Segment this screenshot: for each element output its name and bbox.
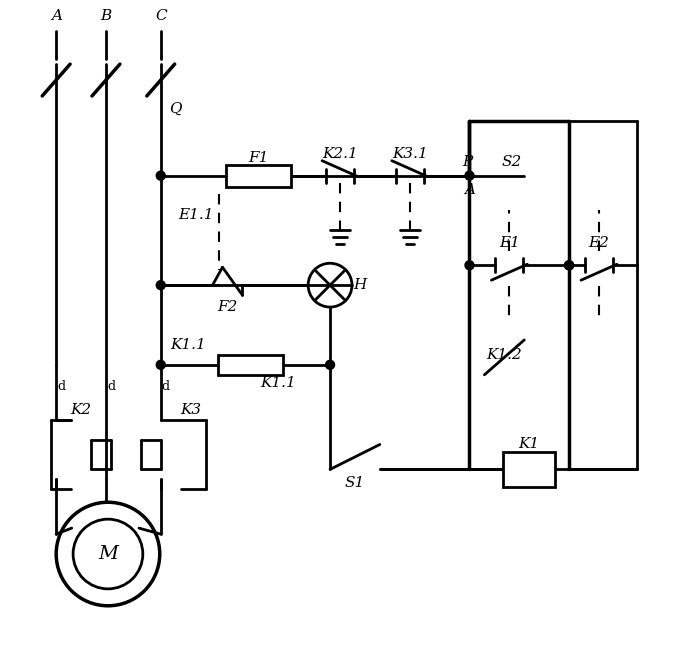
Text: H: H [353, 278, 367, 292]
Text: d: d [107, 380, 115, 393]
Text: M: M [98, 545, 118, 563]
Text: S1: S1 [345, 476, 365, 490]
Text: A: A [464, 182, 475, 197]
Circle shape [465, 171, 474, 180]
Text: K2: K2 [71, 402, 91, 417]
Bar [218, 355, 283, 374]
Text: K1.2: K1.2 [486, 348, 522, 362]
Circle shape [156, 280, 166, 289]
Text: E2: E2 [589, 236, 609, 251]
Text: K1.1: K1.1 [260, 376, 296, 390]
Text: F1: F1 [248, 151, 269, 165]
Bar [226, 165, 291, 187]
Text: B: B [100, 9, 111, 23]
Text: d: d [57, 380, 65, 393]
Bar [504, 452, 555, 487]
Circle shape [156, 171, 166, 180]
Text: F2: F2 [217, 300, 238, 314]
Circle shape [465, 261, 474, 270]
Text: K3.1: K3.1 [392, 147, 427, 161]
Text: S2: S2 [502, 154, 521, 169]
Circle shape [565, 261, 574, 270]
Text: K1.1: K1.1 [170, 338, 207, 352]
Text: P: P [462, 154, 473, 169]
Text: C: C [155, 9, 166, 23]
Text: K1: K1 [519, 437, 540, 452]
Text: K3: K3 [180, 402, 201, 417]
Text: E1.1: E1.1 [178, 208, 214, 223]
Text: E1: E1 [499, 236, 520, 251]
Circle shape [565, 261, 574, 270]
Text: A: A [51, 9, 62, 23]
Text: Q: Q [170, 102, 182, 116]
Text: d: d [161, 380, 170, 393]
Text: K2.1: K2.1 [322, 147, 358, 161]
Circle shape [326, 360, 335, 369]
Circle shape [156, 360, 166, 369]
